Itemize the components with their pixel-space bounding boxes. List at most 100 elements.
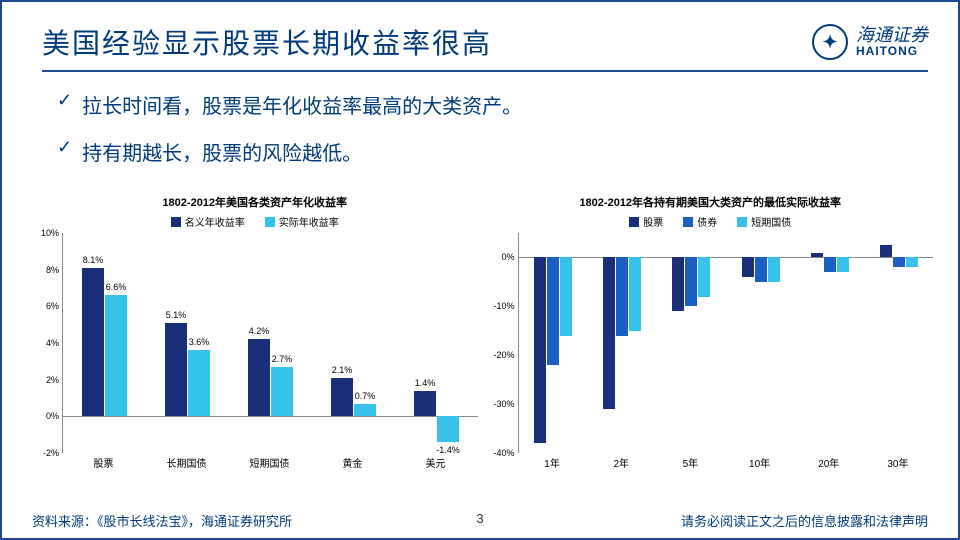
chart-bar (685, 257, 697, 306)
x-tick-label: 美元 (426, 455, 446, 470)
y-tick-label: -20% (489, 350, 515, 360)
legend-swatch (171, 217, 181, 227)
x-tick-label: 股票 (94, 455, 114, 470)
chart-bar: 2.1% (331, 378, 353, 417)
legend-item: 债券 (683, 214, 717, 229)
bullet-item: ✓ 持有期越长，股票的风险越低。 (57, 137, 918, 166)
bar-value-label: 3.6% (189, 337, 210, 347)
chart-bar: 4.2% (248, 339, 270, 416)
logo-icon: ✦ (812, 24, 848, 60)
page-number: 3 (476, 511, 483, 526)
legend-item: 股票 (629, 214, 663, 229)
chart-bar: 0.7% (354, 404, 376, 417)
chart-bar (755, 257, 767, 281)
y-tick-label: 4% (33, 338, 59, 348)
bar-value-label: 6.6% (106, 282, 127, 292)
chart-bar (560, 257, 572, 335)
chart-bar (837, 257, 849, 272)
bar-value-label: 5.1% (166, 310, 187, 320)
right-chart: 1802-2012年各持有期美国大类资产的最低实际收益率 股票债券短期国债 -4… (488, 194, 934, 479)
y-tick-label: 10% (33, 228, 59, 238)
x-tick-label: 1年 (544, 455, 560, 470)
legend-swatch (683, 217, 693, 227)
legend-label: 名义年收益率 (185, 214, 245, 229)
chart-legend: 名义年收益率 实际年收益率 (32, 214, 478, 229)
x-tick-label: 5年 (683, 455, 699, 470)
bar-value-label: 1.4% (415, 378, 436, 388)
y-tick-label: -2% (33, 448, 59, 458)
chart-bar: 3.6% (188, 350, 210, 416)
legend-item: 名义年收益率 (171, 214, 245, 229)
x-tick-label: 短期国债 (250, 455, 290, 470)
footer-disclaimer: 请务必阅读正文之后的信息披露和法律声明 (681, 511, 928, 530)
x-tick-label: 黄金 (343, 455, 363, 470)
chart-bar (824, 257, 836, 272)
legend-item: 实际年收益率 (265, 214, 339, 229)
check-icon: ✓ (57, 90, 72, 111)
chart-bar: 6.6% (105, 295, 127, 416)
y-tick-label: 8% (33, 265, 59, 275)
chart-bar (880, 245, 892, 257)
legend-item: 短期国债 (737, 214, 791, 229)
chart-bar (906, 257, 918, 267)
chart-title: 1802-2012年美国各类资产年化收益率 (32, 194, 478, 210)
chart-bar (768, 257, 780, 281)
chart-bar (603, 257, 615, 409)
bar-value-label: 2.7% (272, 354, 293, 364)
logo-cn-text: 海通证券 (856, 26, 928, 46)
chart-bar (547, 257, 559, 365)
chart-x-axis: 1年 2年 5年 10年 20年 30年 (518, 453, 934, 473)
x-tick-label: 长期国债 (167, 455, 207, 470)
bullet-item: ✓ 拉长时间看，股票是年化收益率最高的大类资产。 (57, 90, 918, 119)
legend-label: 短期国债 (751, 214, 791, 229)
left-chart: 1802-2012年美国各类资产年化收益率 名义年收益率 实际年收益率 -2% 0%… (32, 194, 478, 479)
chart-bar: 8.1% (82, 268, 104, 417)
bar-value-label: 2.1% (332, 365, 353, 375)
check-icon: ✓ (57, 137, 72, 158)
bar-value-label: 8.1% (83, 255, 104, 265)
legend-swatch (629, 217, 639, 227)
logo-en-text: HAITONG (856, 45, 928, 58)
y-tick-label: 0% (489, 252, 515, 262)
chart-bar (629, 257, 641, 330)
chart-bar (616, 257, 628, 335)
page-title: 美国经验显示股票长期收益率很高 (42, 22, 492, 62)
bullet-list: ✓ 拉长时间看，股票是年化收益率最高的大类资产。 ✓ 持有期越长，股票的风险越低… (2, 72, 958, 194)
chart-x-axis: 股票 长期国债 短期国债 黄金 美元 (62, 453, 478, 473)
chart-bar (811, 253, 823, 258)
chart-bar: -1.4% (437, 416, 459, 442)
chart-plot-area: -2%0%2%4%6%8%10%8.1%6.6%5.1%3.6%4.2%2.7%… (62, 233, 478, 453)
chart-bar (893, 257, 905, 267)
legend-swatch (265, 217, 275, 227)
chart-legend: 股票 债券 短期国债 (488, 214, 934, 229)
chart-plot-area: -40%-30%-20%-10%0% (518, 233, 934, 453)
haitong-logo: ✦ 海通证券 HAITONG (812, 24, 928, 60)
x-tick-label: 30年 (887, 455, 908, 470)
chart-baseline (63, 416, 478, 417)
bar-value-label: 0.7% (355, 391, 376, 401)
chart-bar (534, 257, 546, 443)
bar-value-label: 4.2% (249, 326, 270, 336)
y-tick-label: -40% (489, 448, 515, 458)
chart-bar: 5.1% (165, 323, 187, 417)
legend-label: 债券 (697, 214, 717, 229)
legend-swatch (737, 217, 747, 227)
x-tick-label: 20年 (818, 455, 839, 470)
chart-bar: 1.4% (414, 391, 436, 417)
bullet-text: 持有期越长，股票的风险越低。 (82, 137, 362, 166)
legend-label: 股票 (643, 214, 663, 229)
footer-source: 资料来源：《股市长线法宝》，海通证券研究所 (32, 511, 292, 530)
x-tick-label: 10年 (749, 455, 770, 470)
y-tick-label: -30% (489, 399, 515, 409)
y-tick-label: -10% (489, 301, 515, 311)
y-tick-label: 2% (33, 375, 59, 385)
chart-bar: 2.7% (271, 367, 293, 417)
y-tick-label: 6% (33, 301, 59, 311)
chart-bar (742, 257, 754, 277)
x-tick-label: 2年 (613, 455, 629, 470)
y-tick-label: 0% (33, 411, 59, 421)
bullet-text: 拉长时间看，股票是年化收益率最高的大类资产。 (82, 90, 522, 119)
chart-bar (698, 257, 710, 296)
chart-bar (672, 257, 684, 311)
chart-baseline (519, 257, 934, 258)
